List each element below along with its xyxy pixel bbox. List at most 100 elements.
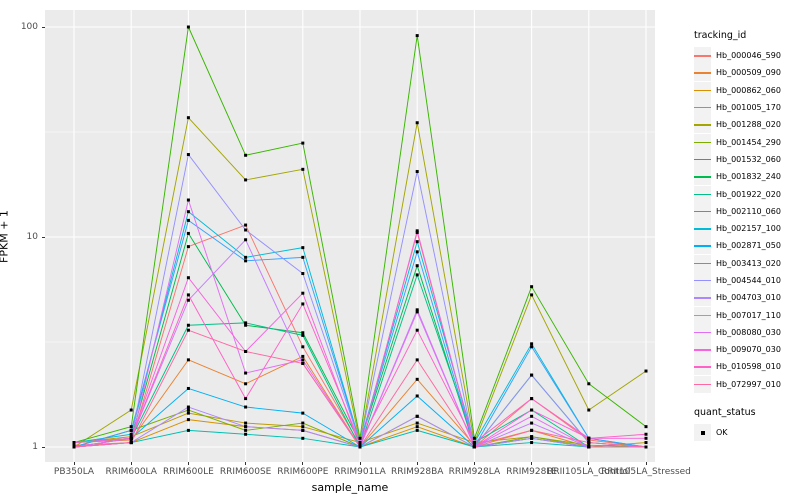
- legend-label: Hb_001288_020: [716, 120, 781, 130]
- data-point-marker: [244, 397, 248, 401]
- data-point-marker: [644, 445, 648, 449]
- legend-line-icon: [694, 314, 711, 316]
- data-point-marker: [244, 153, 248, 157]
- data-point-marker: [129, 408, 133, 412]
- legend-line-icon: [694, 55, 711, 57]
- legend-line-icon: [694, 331, 711, 334]
- data-point-marker: [587, 382, 591, 386]
- x-tick-mark: [73, 462, 75, 465]
- data-point-marker: [186, 418, 190, 422]
- legend-key-swatch: [694, 289, 711, 307]
- data-point-marker: [415, 121, 419, 125]
- y-tick-mark: [42, 236, 45, 238]
- data-point-marker: [415, 308, 419, 312]
- data-point-marker: [530, 436, 534, 440]
- legend-label: Hb_000509_090: [716, 68, 781, 78]
- data-point-marker: [587, 438, 591, 442]
- legend-label: Hb_003413_020: [716, 258, 781, 268]
- data-point-marker: [186, 428, 190, 432]
- legend-line-icon: [694, 280, 711, 282]
- data-point-marker: [244, 178, 248, 182]
- data-point-marker: [644, 441, 648, 445]
- legend-line-icon: [694, 141, 711, 144]
- data-point-marker: [301, 425, 305, 429]
- data-point-marker: [472, 445, 476, 449]
- legend-item-Hb_008080_030: Hb_008080_030: [694, 323, 798, 341]
- plot-canvas: [45, 10, 655, 462]
- legend-item-Hb_001532_060: Hb_001532_060: [694, 150, 798, 168]
- legend-label: Hb_002871_050: [716, 241, 781, 251]
- legend-item-Hb_004544_010: Hb_004544_010: [694, 272, 798, 289]
- legend-shape-title: quant_status: [694, 406, 756, 418]
- x-axis-title: sample_name: [311, 481, 389, 494]
- y-tick-mark: [42, 26, 45, 28]
- data-point-marker: [358, 436, 362, 440]
- x-tick-label-RRIM600LE: RRIM600LE: [162, 467, 214, 477]
- data-point-marker: [186, 405, 190, 409]
- legend-key-swatch: [694, 133, 711, 151]
- legend-line-icon: [694, 228, 711, 230]
- legend-shape-items: OK: [694, 424, 798, 442]
- legend-label: Hb_002110_060: [716, 206, 781, 216]
- legend-line-icon: [694, 193, 711, 195]
- y-axis-title: FPKM + 1: [0, 210, 11, 263]
- data-point-marker: [301, 272, 305, 276]
- data-point-marker: [129, 428, 133, 432]
- legend-label: Hb_007017_110: [716, 310, 781, 320]
- legend-key-swatch: [694, 81, 711, 99]
- legend-line-icon: [694, 262, 711, 265]
- data-point-marker: [186, 328, 190, 332]
- data-point-marker: [186, 116, 190, 120]
- data-point-marker: [244, 428, 248, 432]
- legend-item-Hb_072997_010: Hb_072997_010: [694, 375, 798, 393]
- data-point-marker: [186, 386, 190, 390]
- legend-key-swatch: [694, 306, 711, 324]
- legend-label: Hb_002157_100: [716, 224, 781, 234]
- data-point-marker: [72, 441, 76, 445]
- data-point-marker: [415, 428, 419, 432]
- x-tick-label-RRIM928BA: RRIM928BA: [390, 467, 444, 477]
- legend-key-swatch: [694, 341, 711, 359]
- legend-item-Hb_001005_170: Hb_001005_170: [694, 99, 798, 117]
- legend-line-icon: [694, 383, 711, 386]
- data-point-marker: [244, 425, 248, 429]
- data-point-marker: [301, 358, 305, 362]
- data-point-marker: [472, 443, 476, 447]
- legend-item-quant-OK: OK: [694, 424, 798, 442]
- legend-item-Hb_001922_020: Hb_001922_020: [694, 185, 798, 203]
- data-point-marker: [301, 333, 305, 337]
- data-point-marker: [186, 408, 190, 412]
- data-point-marker: [415, 273, 419, 277]
- legend-key-swatch: [694, 47, 711, 65]
- data-point-marker: [186, 276, 190, 280]
- legend-line-icon: [694, 210, 711, 213]
- legend-key-swatch: [694, 99, 711, 117]
- legend-key-swatch: [694, 220, 711, 238]
- data-point-marker: [530, 285, 534, 289]
- data-point-marker: [186, 25, 190, 29]
- y-tick-mark: [42, 446, 45, 448]
- data-point-marker: [301, 411, 305, 415]
- data-point-marker: [530, 397, 534, 401]
- legend-item-Hb_001288_020: Hb_001288_020: [694, 116, 798, 134]
- legend-key-swatch: [694, 424, 711, 442]
- data-point-marker: [301, 331, 305, 335]
- legend-line-icon: [694, 366, 711, 368]
- legend-color-title: tracking_id: [694, 30, 747, 41]
- data-point-marker: [415, 264, 419, 268]
- legend-quant-block: quant_status OK: [694, 406, 798, 442]
- legend-line-icon: [694, 297, 711, 299]
- legend-line-icon: [694, 89, 711, 92]
- legend-line-icon: [694, 107, 711, 109]
- legend-label: Hb_001454_290: [716, 137, 781, 147]
- legend-key-swatch: [694, 116, 711, 134]
- legend-line-icon: [694, 349, 711, 351]
- data-point-marker: [301, 428, 305, 432]
- legend-line-icon: [694, 158, 711, 161]
- legend-key-swatch: [694, 185, 711, 203]
- data-point-marker: [644, 369, 648, 373]
- legend-item-Hb_004703_010: Hb_004703_010: [694, 289, 798, 307]
- data-point-marker: [530, 414, 534, 418]
- data-point-marker: [415, 358, 419, 362]
